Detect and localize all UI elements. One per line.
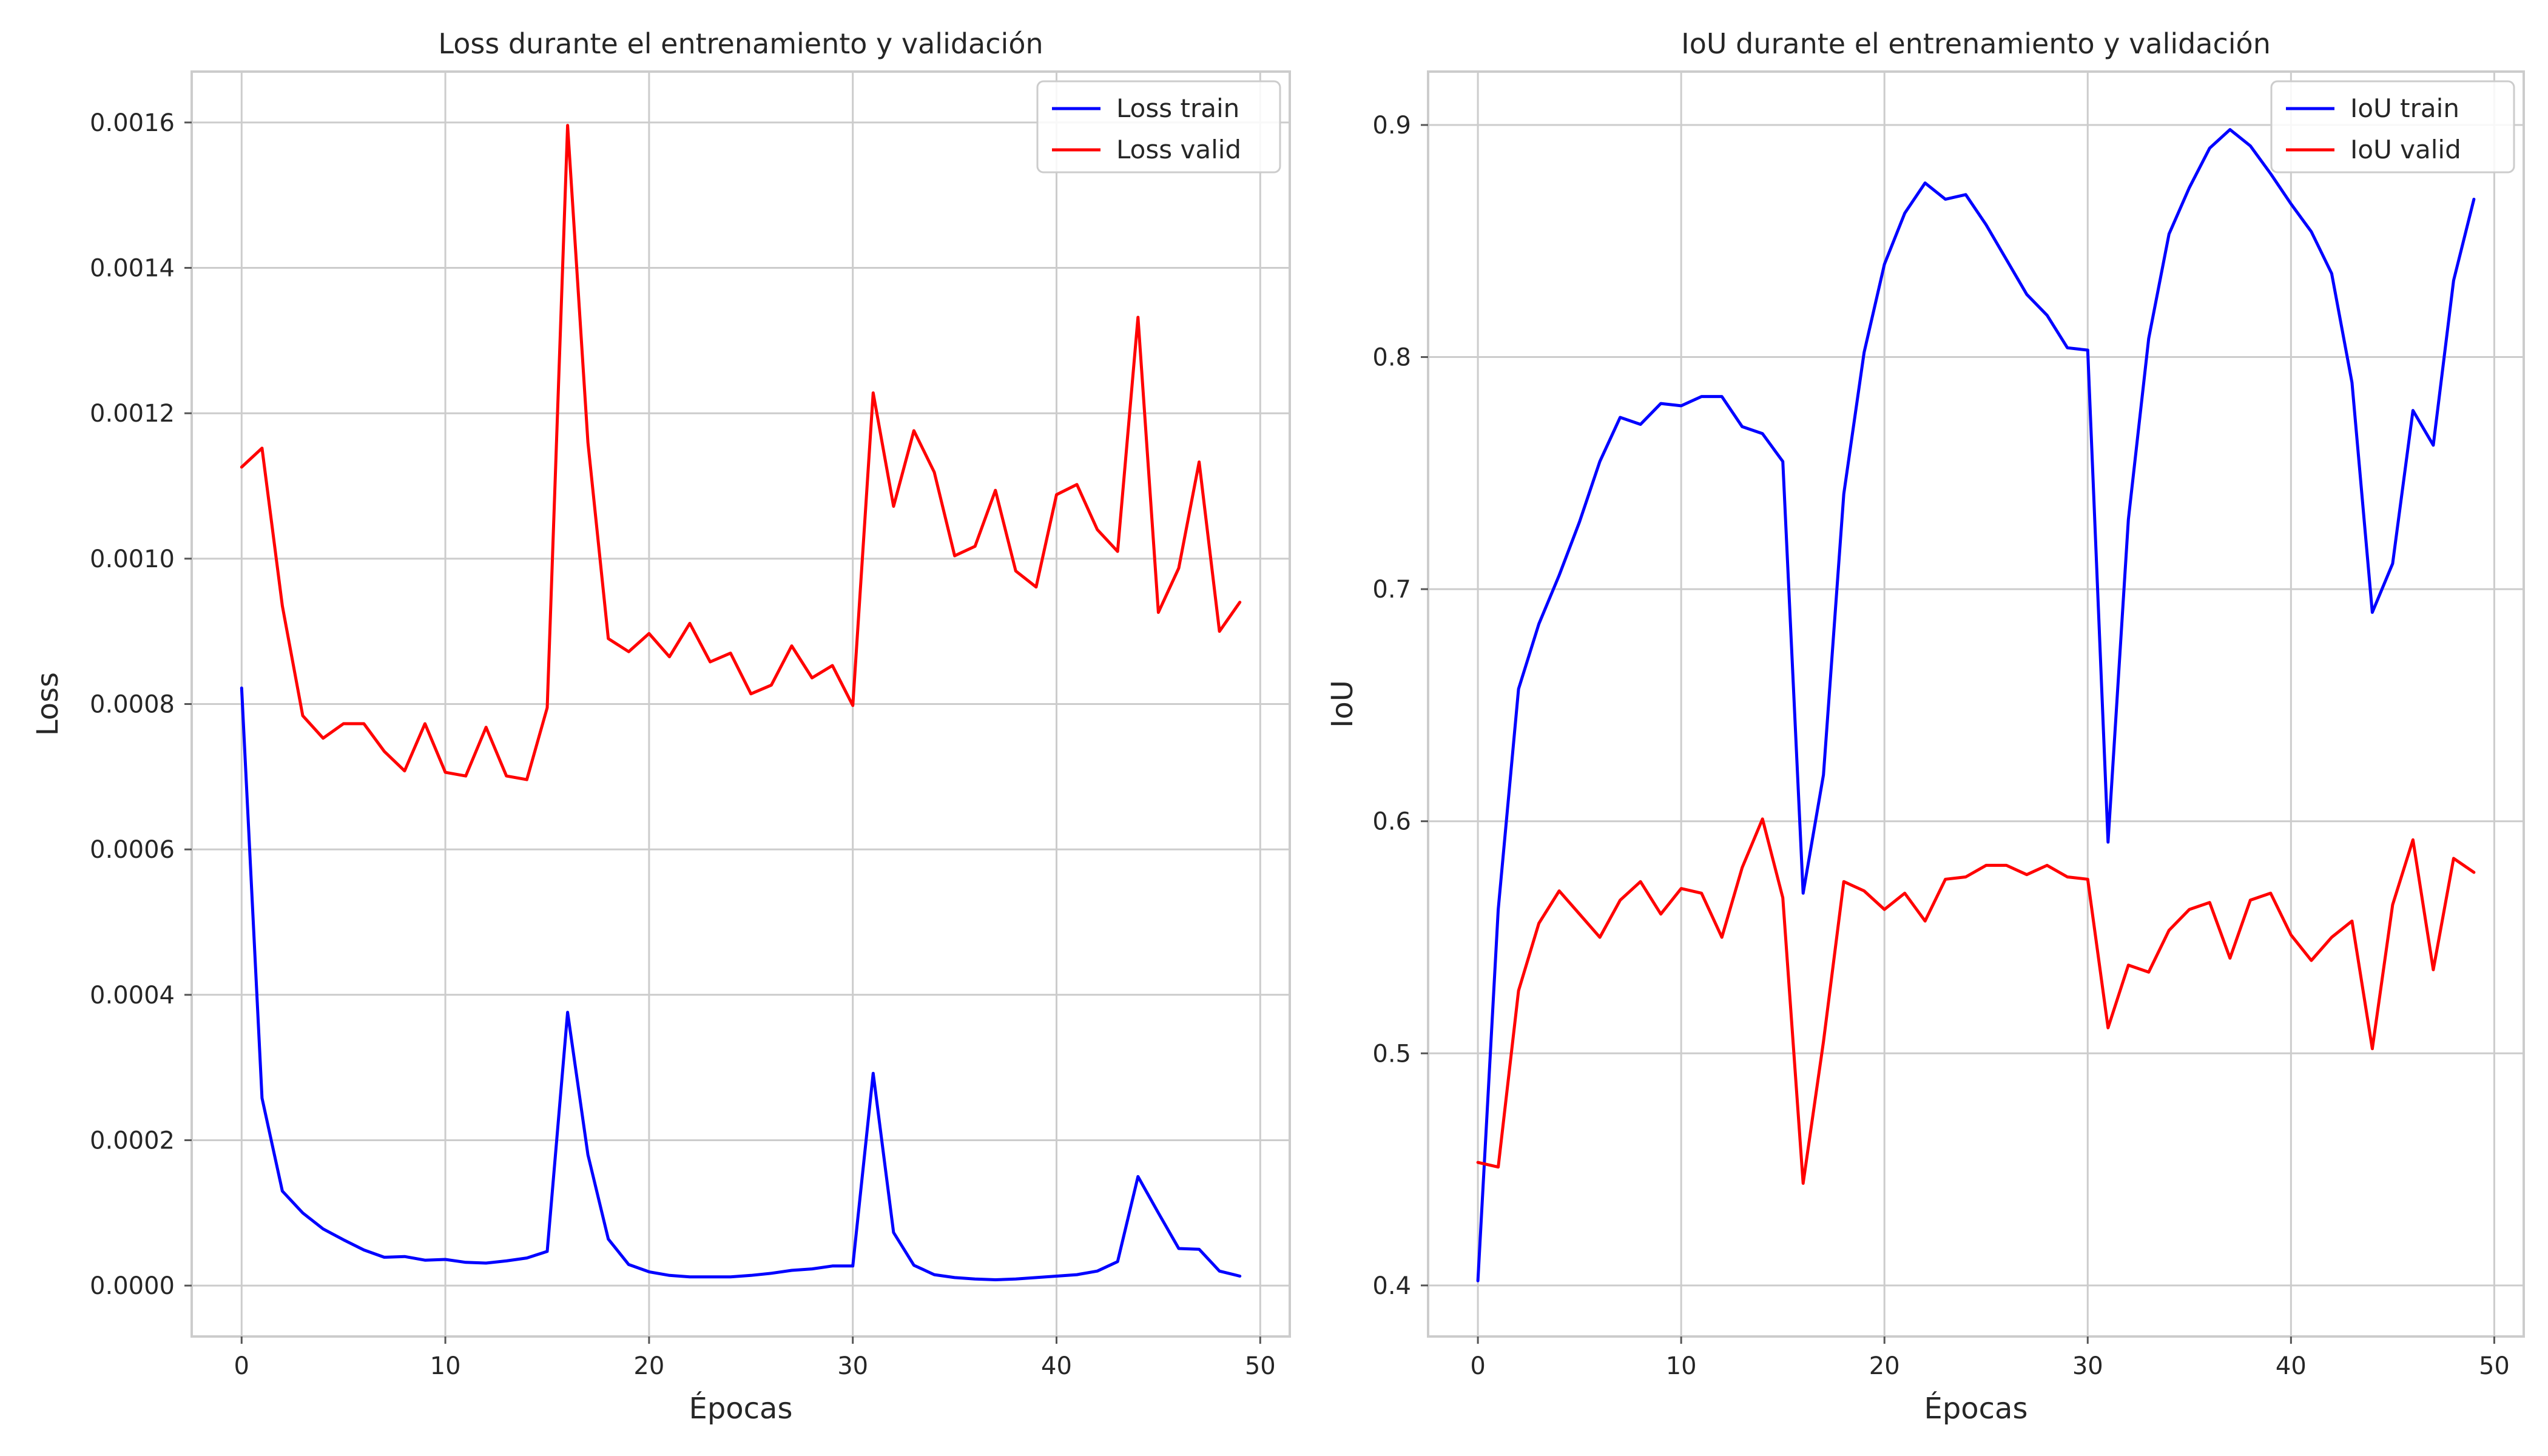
loss-legend-label: Loss valid — [1116, 135, 1241, 164]
loss-series-line-train — [240, 686, 1242, 1281]
iou-chart-panel: IoU durante el entrenamiento y validació… — [1326, 27, 2525, 1426]
loss-y-tick-label: 0.0012 — [90, 400, 175, 428]
iou-x-tick-label: 50 — [2479, 1352, 2510, 1380]
iou-y-tick-label: 0.5 — [1372, 1040, 1411, 1068]
iou-legend-label: IoU train — [2350, 93, 2459, 123]
iou-series — [1476, 128, 2476, 1282]
loss-y-tick-label: 0.0000 — [90, 1272, 175, 1300]
iou-legend-label: IoU valid — [2350, 135, 2461, 164]
loss-chart-title: Loss durante el entrenamiento y validaci… — [438, 27, 1043, 60]
iou-x-axis-label: Épocas — [1924, 1391, 2028, 1426]
loss-series-line-valid — [240, 124, 1242, 781]
iou-y-tick-label: 0.9 — [1372, 112, 1411, 140]
loss-y-tick-label: 0.0014 — [90, 255, 175, 283]
iou-y-tick-label: 0.8 — [1372, 344, 1411, 372]
iou-legend: IoU train IoU valid — [2270, 80, 2515, 174]
loss-y-tick-label: 0.0008 — [90, 691, 175, 719]
loss-legend: Loss train Loss valid — [1036, 80, 1281, 174]
iou-series-line-valid — [1476, 817, 2476, 1185]
loss-chart-panel: Loss durante el entrenamiento y validaci… — [31, 27, 1291, 1426]
iou-chart-title: IoU durante el entrenamiento y validació… — [1681, 27, 2271, 60]
iou-x-tick-label: 20 — [1869, 1352, 1900, 1380]
iou-x-tick-label: 10 — [1666, 1352, 1697, 1380]
loss-y-tick-label: 0.0016 — [90, 109, 175, 137]
iou-y-tick-label: 0.4 — [1372, 1272, 1411, 1300]
iou-y-axis-label: IoU — [1326, 680, 1360, 728]
iou-plot-frame — [1427, 70, 2525, 1338]
iou-y-tick-label: 0.7 — [1372, 576, 1411, 604]
loss-x-tick-label: 40 — [1041, 1352, 1072, 1380]
iou-y-tick-label: 0.6 — [1372, 808, 1411, 836]
loss-legend-label: Loss train — [1116, 93, 1239, 123]
loss-grid — [192, 72, 1290, 1336]
loss-x-tick-label: 30 — [837, 1352, 868, 1380]
loss-y-tick-label: 0.0010 — [90, 545, 175, 573]
iou-x-tick-label: 40 — [2276, 1352, 2307, 1380]
loss-y-axis-label: Loss — [31, 672, 65, 736]
loss-y-tick-label: 0.0004 — [90, 982, 175, 1009]
loss-y-tick-label: 0.0006 — [90, 836, 175, 864]
iou-x-tick-label: 30 — [2072, 1352, 2103, 1380]
loss-x-axis-label: Épocas — [689, 1391, 793, 1426]
loss-x-tick-label: 0 — [234, 1352, 249, 1380]
loss-x-tick-label: 20 — [633, 1352, 664, 1380]
loss-series — [240, 124, 1242, 1281]
iou-grid — [1428, 72, 2524, 1336]
iou-x-tick-label: 0 — [1470, 1352, 1485, 1380]
loss-ticks: 0 10 20 30 40 50 0.0000 0.0002 0.0004 0.0006 0.000… — [90, 109, 1276, 1380]
iou-ticks: 0 10 20 30 40 50 0.4 0.5 0.6 0.7 0.8 0.9 — [1372, 112, 2509, 1380]
loss-x-tick-label: 50 — [1245, 1352, 1276, 1380]
iou-series-line-train — [1476, 128, 2476, 1282]
loss-y-tick-label: 0.0002 — [90, 1127, 175, 1154]
loss-x-tick-label: 10 — [430, 1352, 461, 1380]
